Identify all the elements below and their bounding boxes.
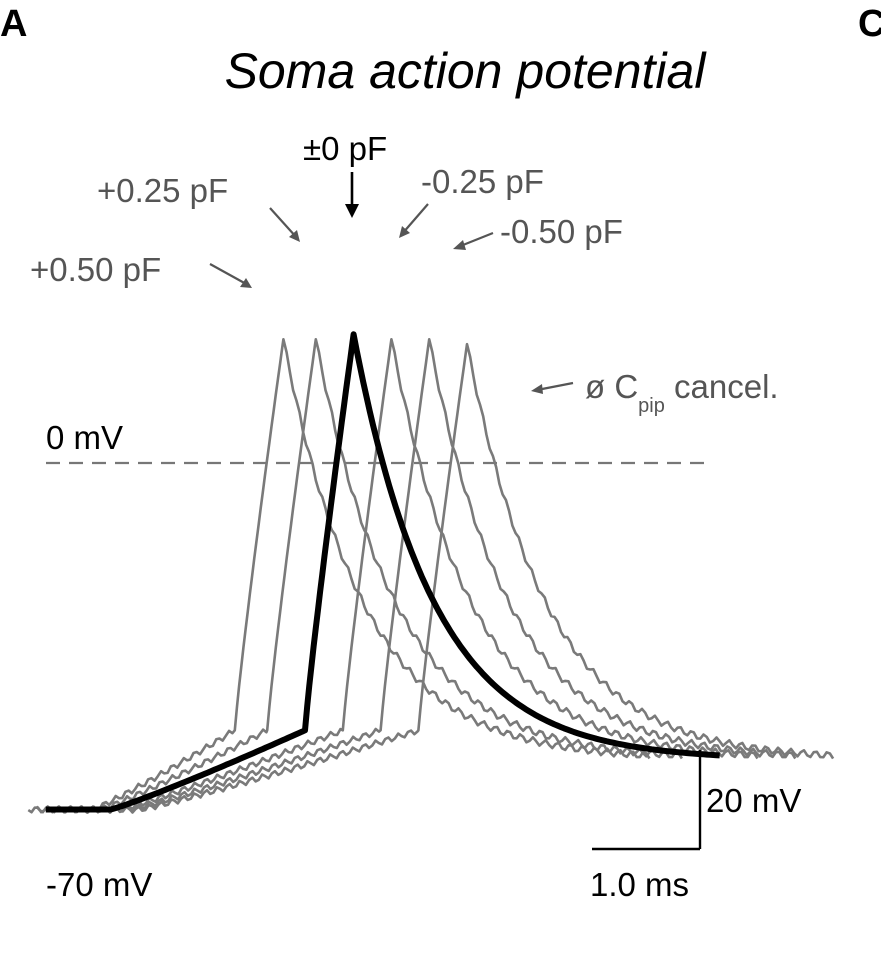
arrow-minus-025-pf — [401, 203, 429, 235]
arrow-plus-050-pf — [209, 263, 249, 286]
label-no-cancel-suffix: cancel. — [665, 368, 779, 405]
trace-3 — [54, 338, 759, 814]
label-no-cancel-subscript: pip — [638, 395, 665, 417]
trace-1 — [35, 338, 684, 814]
trace-5 — [73, 342, 835, 814]
label-no-cancel-prefix: ø C — [585, 368, 638, 405]
arrowhead-zero-pf — [345, 204, 359, 218]
label-no-cancel: ø Cpip cancel. — [585, 368, 779, 417]
scale-bar-voltage-label: 20 mV — [706, 782, 801, 819]
label-plus-025-pf: +0.25 pF — [97, 172, 228, 209]
arrowhead-minus-050-pf — [453, 240, 466, 250]
trace-2 — [45, 331, 720, 813]
label-plus-050-pf: +0.50 pF — [30, 251, 161, 288]
traces-group — [27, 331, 835, 814]
label-zero-pf: ±0 pF — [303, 130, 387, 167]
arrowhead-minus-025-pf — [399, 226, 410, 238]
baseline-label: -70 mV — [46, 866, 152, 903]
zero-mv-label: 0 mV — [46, 419, 123, 456]
trace-4 — [63, 338, 797, 814]
scale-bar-time-label: 1.0 ms — [590, 866, 689, 903]
label-minus-025-pf: -0.25 pF — [421, 163, 544, 200]
panel-letter-a: A — [0, 3, 27, 45]
arrow-plus-025-pf — [269, 207, 298, 239]
trace-0 — [27, 338, 651, 814]
label-minus-050-pf: -0.50 pF — [500, 213, 623, 250]
arrowhead-plus-050-pf — [240, 278, 252, 288]
chart-title: Soma action potential — [225, 43, 708, 99]
arrowhead-plus-025-pf — [289, 230, 300, 242]
arrowhead-no-cancel — [531, 384, 543, 394]
panel-letter-next: C — [858, 3, 881, 45]
arrow-no-cancel — [536, 381, 574, 392]
